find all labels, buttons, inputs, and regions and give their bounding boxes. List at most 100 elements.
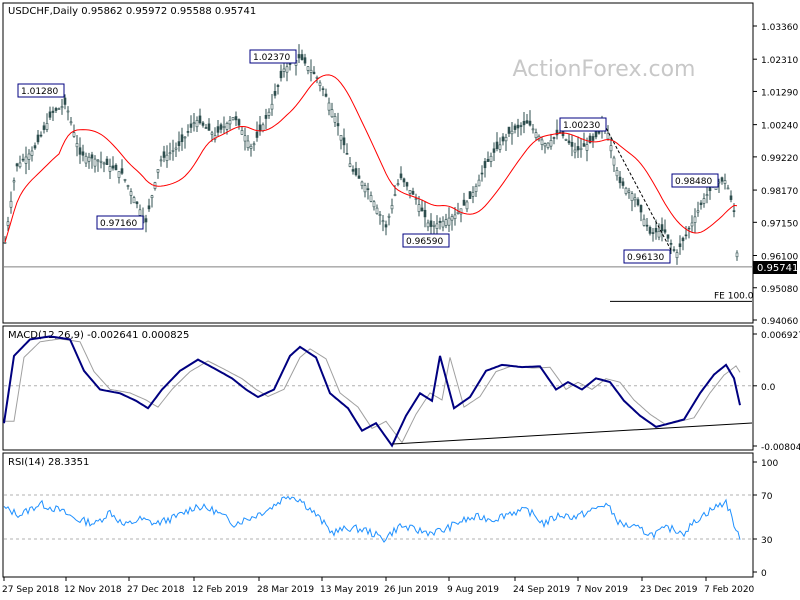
candle-body [399,173,403,179]
candle-body [672,249,676,251]
candle-body [210,132,214,135]
candle-body [309,69,313,73]
price-tick-label: 0.97150 [761,219,798,229]
candle-body [222,126,226,128]
candle-body [183,136,187,139]
candle-body [468,191,472,199]
candle-body [615,170,619,177]
candle-body [435,223,439,229]
candle-body [678,243,682,248]
price-label: 0.98480 [675,177,712,187]
price-label-box [96,215,144,230]
candle-body [162,151,166,158]
candle-body [405,182,409,187]
candle-body [693,216,697,223]
candle-body [111,165,115,169]
candle-body [300,54,304,60]
candle-body [417,204,421,212]
candle-body [99,160,103,163]
candle-body [381,220,385,223]
candle-body [276,85,280,87]
candle-body [666,234,670,239]
candle-body [30,150,34,156]
candle-body [114,164,118,171]
macd-line [3,335,741,448]
candle-body [231,117,235,121]
candle-body [621,181,625,186]
price-panel [2,2,754,324]
candle-body [648,227,652,234]
price-label-box [559,117,607,132]
candle-body [324,93,328,97]
candle-body [123,179,127,181]
candle-body [156,169,160,173]
candle-body [444,219,448,226]
price-tick-label: 0.96100 [761,253,798,263]
candle-body [372,201,376,208]
rsi-panel [2,452,754,578]
candle-body [540,139,544,145]
candle-body [687,227,691,230]
candle-body [576,146,580,151]
candle-body [315,77,319,79]
candle-body [336,123,340,127]
candle-body [57,108,61,110]
price-tick-label: 0.98170 [761,187,798,197]
candle-body [699,202,703,206]
candle-body [261,124,265,132]
candle-body [150,195,154,199]
candle-body [51,110,55,113]
candle-body [258,124,262,132]
candle-body [63,97,67,105]
candle-body [432,224,436,227]
candle-body [279,70,283,79]
candle-body [525,120,529,124]
moving-average-line [4,74,738,243]
candle-body [366,188,370,190]
price-label: 0.97160 [100,219,137,229]
candle-body [165,154,169,161]
candle-body [639,205,643,213]
candle-body [87,156,91,162]
candle-body [303,57,307,64]
candle-body [513,125,517,130]
candle-body [264,115,268,119]
date-axis: 27 Sep 2018 12 Nov 2018 27 Dec 2018 12 Feb … [2,577,755,595]
candle-body [441,220,445,228]
candle-body [339,135,343,141]
candle-body [9,200,13,208]
candle-body [429,220,433,227]
candle-body [411,190,415,195]
candle-body [189,123,193,128]
candle-body [630,193,634,202]
candle-body [684,234,688,237]
candle-body [345,153,349,155]
candle-body [249,145,253,149]
candle-body [246,140,250,149]
price-tick-label: 0.99220 [761,154,798,164]
candle-body [387,215,391,218]
candle-body [48,111,52,118]
candle-body [6,221,10,226]
candle-body [171,150,175,152]
macd-tick-label: 0.0 [761,383,776,393]
candle-body [447,217,451,226]
candle-body [729,195,733,200]
candle-body [159,159,163,162]
price-label: 0.96130 [627,253,664,263]
candle-body [126,185,130,187]
candle-body [54,108,58,111]
macd-trendline [392,422,753,445]
candle-body [657,231,661,238]
projection-dashed-line [603,123,673,253]
candle-body [723,180,727,184]
candle-body [138,209,142,216]
date-tick-label: 12 Feb 2019 [192,585,248,595]
candle-body [105,158,109,165]
candle-body [102,162,106,165]
price-label-box [402,233,450,248]
candle-body [546,142,550,148]
candle-body [129,191,133,196]
candle-body [33,145,37,149]
candle-body [84,155,88,164]
